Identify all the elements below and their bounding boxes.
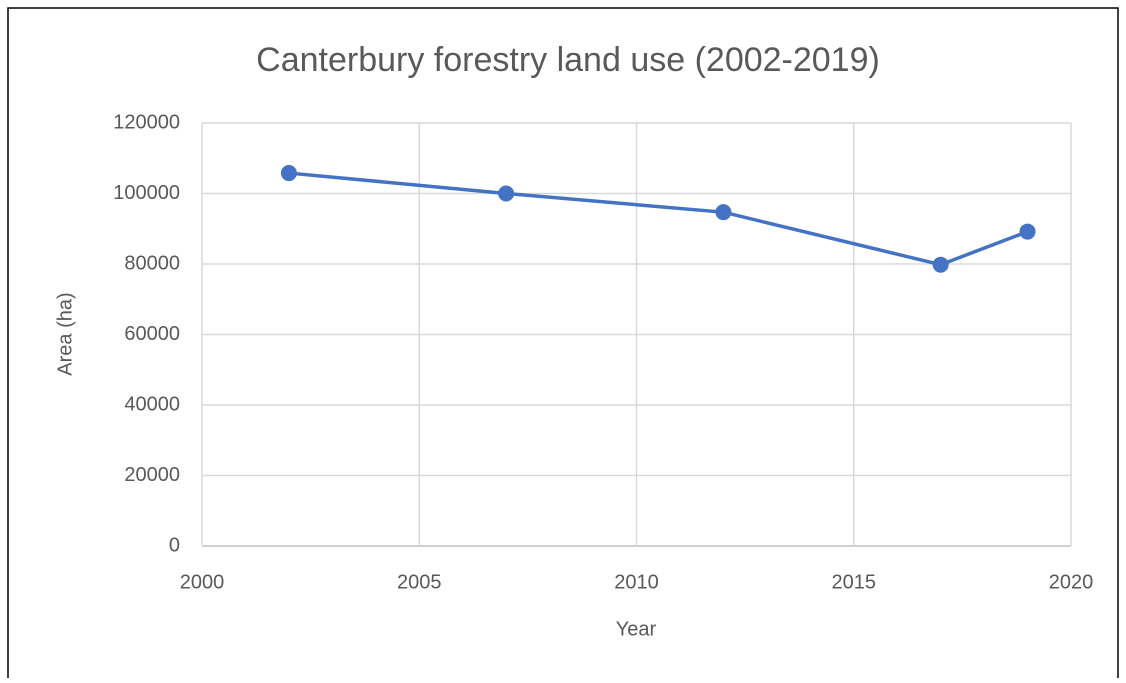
x-tick-label: 2020: [1049, 571, 1094, 593]
y-tick-label: 80000: [124, 252, 180, 274]
chart-border: [7, 7, 1119, 683]
y-tick-label: 0: [169, 534, 180, 556]
data-point: [280, 165, 297, 182]
y-tick-label: 20000: [124, 464, 180, 486]
data-point: [498, 185, 515, 202]
y-axis-label: Area (ha): [54, 292, 76, 375]
y-tick-label: 40000: [124, 393, 180, 415]
x-tick-label: 2005: [397, 571, 442, 593]
x-tick-label: 2010: [614, 571, 659, 593]
chart-title: Canterbury forestry land use (2002-2019): [256, 41, 880, 79]
x-tick-label: 2000: [180, 571, 225, 593]
x-tick-label: 2015: [832, 571, 877, 593]
y-tick-label: 100000: [113, 182, 180, 204]
x-axis-label: Year: [616, 618, 657, 640]
data-point: [1019, 223, 1036, 240]
y-tick-label: 120000: [113, 111, 180, 133]
y-tick-label: 60000: [124, 323, 180, 345]
data-point: [932, 256, 949, 273]
data-point: [715, 204, 732, 221]
